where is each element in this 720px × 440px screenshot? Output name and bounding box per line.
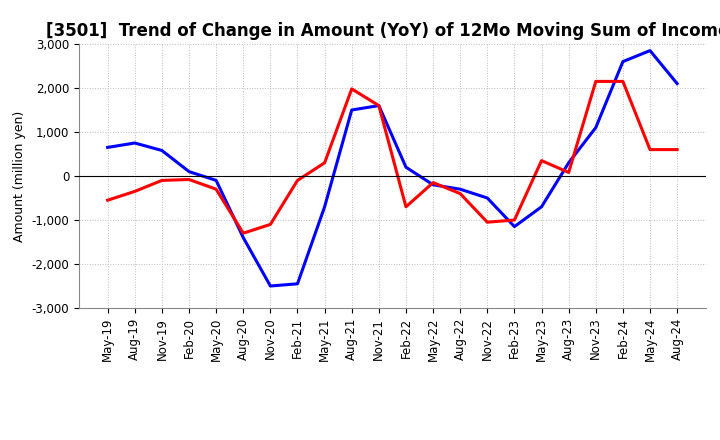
Net Income — [510, 217, 518, 223]
Ordinary Income — [293, 281, 302, 286]
Ordinary Income — [591, 125, 600, 130]
Ordinary Income — [320, 204, 329, 209]
Net Income — [266, 222, 275, 227]
Ordinary Income — [564, 160, 573, 165]
Net Income — [564, 170, 573, 175]
Net Income — [185, 177, 194, 182]
Title: [3501]  Trend of Change in Amount (YoY) of 12Mo Moving Sum of Incomes: [3501] Trend of Change in Amount (YoY) o… — [46, 22, 720, 40]
Net Income — [428, 180, 437, 185]
Ordinary Income — [266, 283, 275, 289]
Net Income — [537, 158, 546, 163]
Net Income — [212, 187, 220, 192]
Line: Ordinary Income: Ordinary Income — [108, 51, 677, 286]
Ordinary Income — [212, 178, 220, 183]
Net Income — [591, 79, 600, 84]
Ordinary Income — [104, 145, 112, 150]
Net Income — [374, 103, 383, 108]
Ordinary Income — [510, 224, 518, 229]
Net Income — [348, 86, 356, 92]
Y-axis label: Amount (million yen): Amount (million yen) — [13, 110, 26, 242]
Net Income — [672, 147, 681, 152]
Net Income — [483, 220, 492, 225]
Ordinary Income — [348, 107, 356, 113]
Net Income — [130, 189, 139, 194]
Net Income — [320, 160, 329, 165]
Ordinary Income — [185, 169, 194, 174]
Ordinary Income — [239, 235, 248, 240]
Line: Net Income: Net Income — [108, 81, 677, 233]
Net Income — [158, 178, 166, 183]
Ordinary Income — [374, 103, 383, 108]
Ordinary Income — [158, 148, 166, 153]
Ordinary Income — [428, 182, 437, 187]
Ordinary Income — [537, 204, 546, 209]
Ordinary Income — [618, 59, 627, 64]
Ordinary Income — [402, 165, 410, 170]
Ordinary Income — [483, 195, 492, 201]
Net Income — [293, 178, 302, 183]
Ordinary Income — [130, 140, 139, 146]
Net Income — [239, 231, 248, 236]
Net Income — [618, 79, 627, 84]
Net Income — [646, 147, 654, 152]
Ordinary Income — [646, 48, 654, 53]
Net Income — [402, 204, 410, 209]
Ordinary Income — [672, 81, 681, 86]
Net Income — [104, 198, 112, 203]
Net Income — [456, 191, 464, 196]
Ordinary Income — [456, 187, 464, 192]
